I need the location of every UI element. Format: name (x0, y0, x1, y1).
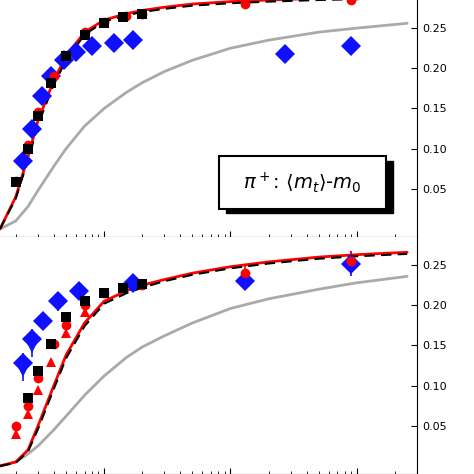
Text: $\pi^+$: $\langle m_t \rangle$-$m_0$: $\pi^+$: $\langle m_t \rangle$-$m_0$ (243, 170, 362, 195)
FancyBboxPatch shape (219, 156, 386, 209)
FancyBboxPatch shape (227, 161, 393, 213)
